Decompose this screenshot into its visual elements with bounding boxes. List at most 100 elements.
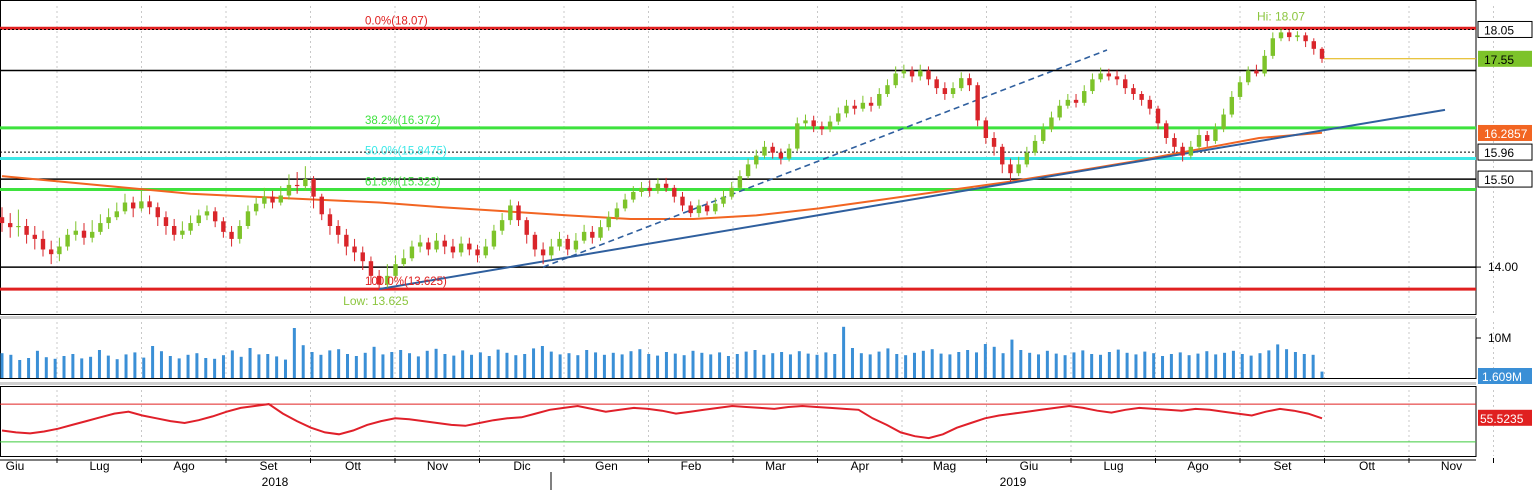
volume-bar bbox=[408, 353, 412, 378]
volume-bar bbox=[1010, 339, 1014, 378]
volume-bar bbox=[89, 356, 93, 378]
volume-bar bbox=[425, 350, 429, 378]
volume-bar bbox=[620, 354, 624, 378]
fib-level-label: 100.0%(13.625) bbox=[365, 276, 447, 288]
volume-bar bbox=[159, 351, 163, 378]
volume-bar bbox=[859, 353, 863, 378]
candle-body bbox=[467, 243, 472, 250]
candle-body bbox=[1295, 35, 1300, 38]
panel-border bbox=[0, 386, 1477, 457]
fib-level-label: 0.0%(18.07) bbox=[365, 15, 428, 27]
fib-level-label: 61.8%(15.323) bbox=[365, 176, 441, 188]
volume-bar bbox=[106, 355, 110, 378]
volume-bar bbox=[585, 350, 589, 378]
volume-bar bbox=[850, 348, 854, 378]
candle-body bbox=[114, 211, 119, 218]
candle-body bbox=[852, 105, 857, 109]
volume-bar bbox=[1214, 354, 1218, 378]
volume-bar bbox=[1223, 352, 1227, 378]
volume-bar bbox=[1134, 354, 1138, 378]
volume-bar bbox=[44, 357, 48, 378]
candle-body bbox=[294, 184, 300, 187]
candle-body bbox=[188, 223, 193, 231]
volume-bar bbox=[647, 354, 651, 378]
month-label: Gen bbox=[595, 459, 618, 473]
candle-body bbox=[409, 246, 415, 259]
candle-body bbox=[721, 196, 726, 204]
candle-body bbox=[655, 183, 661, 191]
candle-body bbox=[491, 230, 497, 247]
candle-body bbox=[1246, 70, 1251, 83]
candle-body bbox=[1090, 79, 1095, 92]
candle-body bbox=[278, 195, 283, 203]
fib-level-label: 50.0%(15.8475) bbox=[365, 146, 447, 158]
candle-body bbox=[647, 187, 652, 191]
volume-bar bbox=[567, 353, 571, 378]
volume-bar bbox=[381, 354, 385, 378]
candle-body bbox=[614, 208, 620, 218]
candle-body bbox=[778, 152, 784, 159]
candle-body bbox=[622, 199, 628, 209]
candle-body bbox=[237, 226, 242, 239]
candle-body bbox=[590, 231, 595, 238]
volume-bar bbox=[283, 359, 287, 378]
candle-body bbox=[180, 230, 185, 235]
volume-bar bbox=[142, 357, 146, 378]
volume-bar bbox=[877, 351, 881, 378]
candle-body bbox=[803, 120, 808, 124]
candle-body bbox=[1155, 108, 1161, 124]
volume-bar bbox=[1285, 349, 1289, 378]
volume-bar bbox=[168, 356, 172, 378]
volume-bar bbox=[487, 356, 491, 378]
candle-body bbox=[303, 179, 308, 187]
volume-bar bbox=[213, 358, 217, 378]
candle-body bbox=[483, 246, 488, 256]
volume-bar bbox=[992, 346, 996, 378]
volume-bar bbox=[833, 354, 837, 378]
candle-body bbox=[24, 226, 29, 235]
candle-body bbox=[836, 113, 841, 122]
volume-bar bbox=[53, 358, 57, 378]
candle-body bbox=[508, 205, 513, 221]
volume-bar bbox=[1001, 353, 1005, 378]
volume-bar bbox=[549, 351, 553, 378]
candle-body bbox=[1278, 32, 1284, 39]
candle-body bbox=[40, 238, 46, 250]
price-axis-badge bbox=[1478, 124, 1532, 141]
candle-body bbox=[450, 246, 456, 253]
volume-bar bbox=[115, 359, 119, 378]
month-label: Lug bbox=[1103, 459, 1123, 473]
candle-body bbox=[909, 70, 915, 77]
candle-body bbox=[1057, 105, 1062, 118]
volume-bar bbox=[186, 354, 190, 378]
candle-body bbox=[844, 105, 849, 114]
candle-body bbox=[385, 275, 390, 285]
volume-bar bbox=[0, 353, 4, 378]
candle-body bbox=[991, 138, 997, 147]
candle-body bbox=[1319, 48, 1325, 59]
volume-bar bbox=[514, 355, 518, 378]
rsi-last-label: 55.5235 bbox=[1480, 412, 1524, 426]
month-label: Nov bbox=[427, 459, 448, 473]
candle-body bbox=[344, 234, 349, 247]
volume-bar bbox=[983, 344, 987, 378]
candle-body bbox=[819, 126, 825, 130]
volume-bar bbox=[221, 355, 225, 378]
volume-bar bbox=[319, 354, 323, 378]
volume-bar bbox=[1249, 355, 1253, 378]
volume-bar bbox=[461, 350, 465, 378]
candle-body bbox=[171, 226, 177, 235]
candle-body bbox=[1073, 99, 1079, 103]
volume-bar bbox=[780, 352, 784, 378]
volume-bar bbox=[97, 350, 101, 378]
candle-body bbox=[1196, 135, 1202, 147]
volume-bar bbox=[523, 354, 527, 378]
volume-bar bbox=[346, 354, 350, 378]
candle-body bbox=[598, 227, 603, 238]
volume-bar bbox=[664, 352, 668, 378]
volume-bar bbox=[266, 354, 270, 378]
candle-body bbox=[1131, 88, 1136, 94]
volume-bar bbox=[912, 352, 916, 378]
